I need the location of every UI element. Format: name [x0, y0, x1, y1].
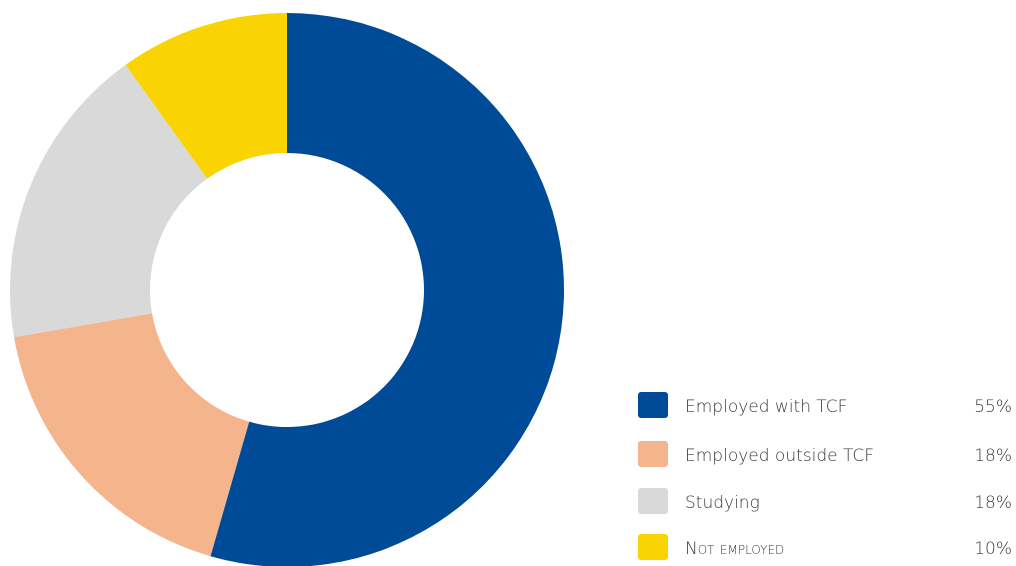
legend-item-employed-with-tcf: Employed with TCF 55%: [638, 392, 1012, 418]
legend-item-employed-outside-tcf: Employed outside TCF 18%: [638, 441, 1012, 467]
legend-label: Employed outside TCF: [685, 446, 874, 466]
legend-label: Studying: [685, 493, 760, 513]
legend-item-not-employed: Not employed 10%: [638, 534, 1012, 560]
legend-value: 18%: [974, 493, 1012, 513]
slice-not-employed: [125, 13, 287, 179]
legend-swatch: [638, 392, 668, 418]
legend-item-studying: Studying 18%: [638, 488, 1012, 514]
legend-swatch: [638, 441, 668, 467]
donut-slices: [9, 13, 564, 566]
legend-swatch: [638, 534, 668, 560]
legend-value: 55%: [974, 397, 1012, 417]
legend-value: 18%: [974, 446, 1012, 466]
legend-label: Not employed: [685, 539, 784, 559]
legend-swatch: [638, 488, 668, 514]
slice-studying: [9, 64, 208, 338]
legend-value: 10%: [974, 539, 1012, 559]
slice-employed-with-tcf: [210, 13, 564, 566]
slice-employed-outside-tcf: [14, 313, 250, 557]
legend: Employed with TCF 55% Employed outside TCF…: [638, 392, 1012, 560]
legend-label: Employed with TCF: [685, 397, 847, 417]
